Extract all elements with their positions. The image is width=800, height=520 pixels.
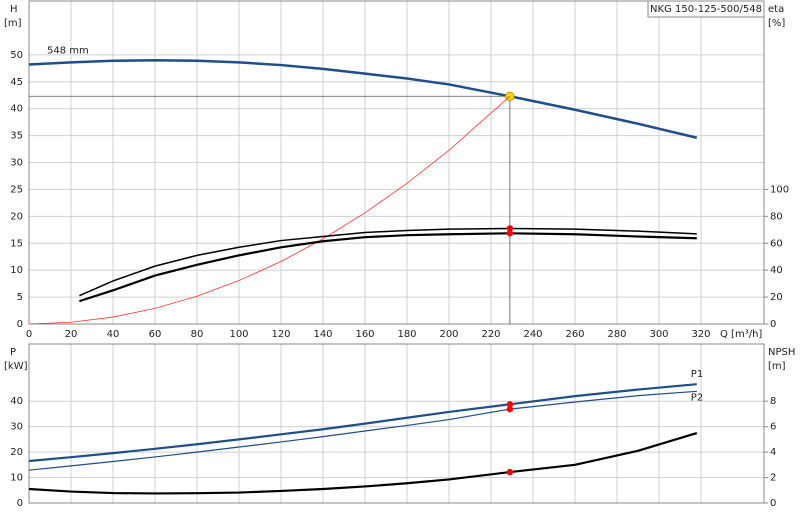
y2-tick-label: 100 [770, 184, 789, 195]
y2-tick-label: 6 [770, 422, 776, 433]
series-label: P2 [691, 392, 703, 403]
curve [79, 227, 697, 297]
plot-frame [28, 0, 765, 325]
x-tick-label: 40 [107, 329, 120, 340]
y-axis-label: P [10, 347, 16, 358]
duty-point [506, 230, 514, 237]
series-label: P1 [691, 369, 703, 380]
y2-tick-label: 4 [770, 447, 776, 458]
x-tick-label: 0 [26, 329, 32, 340]
y2-tick-label: 80 [770, 211, 783, 222]
title-box [647, 0, 765, 18]
y-tick-label: 20 [10, 211, 23, 222]
y2-tick-label: 60 [770, 238, 783, 249]
y2-axis-unit: [m] [768, 361, 786, 372]
duty-point [506, 225, 514, 232]
series-label: 548 mm [47, 46, 89, 57]
x-tick-label: 220 [481, 329, 500, 340]
y2-tick-label: 2 [770, 473, 776, 484]
y-tick-label: 10 [10, 473, 23, 484]
y2-axis-unit: [%] [768, 18, 785, 29]
y-tick-label: 5 [17, 292, 23, 303]
duty-point [506, 468, 514, 476]
duty-point [506, 405, 514, 413]
y-axis-unit: [m] [4, 18, 22, 29]
x-tick-label: 240 [523, 329, 542, 340]
y2-axis-label: eta [768, 4, 784, 15]
curve [28, 95, 511, 325]
y2-axis-label: NPSH [768, 347, 795, 358]
y2-tick-label: 0 [770, 319, 776, 330]
y-tick-label: 30 [10, 158, 23, 169]
chart-title: NKG 150-125-500/548 [650, 4, 762, 15]
y2-tick-label: 0 [770, 498, 776, 509]
x-axis-label: Q [m³/h] [720, 329, 762, 340]
duty-point [506, 401, 514, 408]
y-axis-unit: [kW] [4, 361, 28, 372]
x-tick-label: 320 [691, 329, 710, 340]
x-tick-label: 100 [229, 329, 248, 340]
y-tick-label: 0 [17, 498, 23, 509]
x-tick-label: 120 [271, 329, 290, 340]
curve [79, 232, 697, 303]
y-tick-label: 40 [10, 396, 23, 407]
x-tick-label: 300 [649, 329, 668, 340]
y-tick-label: 50 [10, 50, 23, 61]
x-tick-label: 200 [439, 329, 458, 340]
curve [28, 383, 697, 463]
y-tick-label: 15 [10, 238, 23, 249]
y-tick-label: 45 [10, 77, 23, 88]
y-tick-label: 35 [10, 131, 23, 142]
y-tick-label: 0 [17, 319, 23, 330]
y-tick-label: 10 [10, 265, 23, 276]
y-tick-label: 25 [10, 184, 23, 195]
y2-tick-label: 40 [770, 265, 783, 276]
y-tick-label: 40 [10, 104, 23, 115]
curve [28, 390, 697, 471]
x-tick-label: 160 [355, 329, 374, 340]
curve [28, 58, 698, 139]
y-tick-label: 20 [10, 447, 23, 458]
y2-tick-label: 20 [770, 292, 783, 303]
y-tick-label: 30 [10, 422, 23, 433]
y2-tick-label: 8 [770, 396, 776, 407]
x-tick-label: 140 [313, 329, 332, 340]
x-tick-label: 20 [65, 329, 78, 340]
x-tick-label: 260 [565, 329, 584, 340]
curve [28, 431, 698, 495]
x-tick-label: 60 [149, 329, 162, 340]
x-tick-label: 280 [607, 329, 626, 340]
plot-frame [28, 343, 765, 504]
x-tick-label: 80 [191, 329, 204, 340]
x-tick-label: 180 [397, 329, 416, 340]
y-axis-label: H [10, 4, 18, 15]
